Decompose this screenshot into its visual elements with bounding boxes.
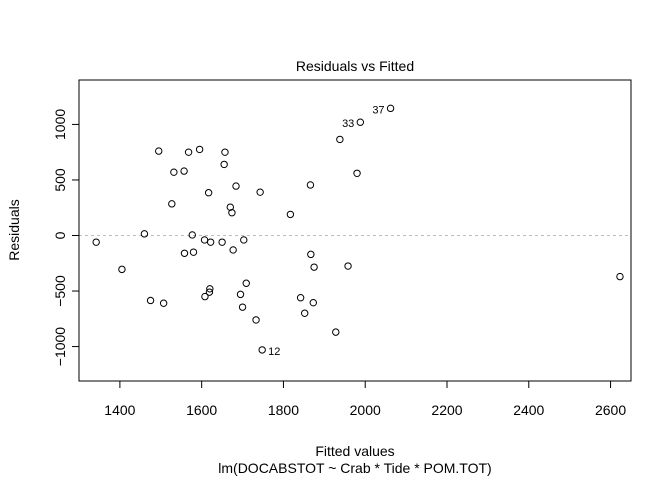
x-tick-label: 2200 xyxy=(431,402,462,418)
data-point xyxy=(200,236,209,244)
data-point xyxy=(236,290,245,299)
data-point xyxy=(220,160,228,169)
data-point xyxy=(332,328,340,336)
data-point xyxy=(201,292,209,301)
data-point xyxy=(189,248,198,256)
data-point xyxy=(229,246,237,254)
data-point xyxy=(195,145,204,154)
data-point xyxy=(146,296,155,305)
data-point xyxy=(228,209,236,217)
x-tick-label: 1800 xyxy=(268,402,299,418)
y-tick-label: 500 xyxy=(52,168,68,192)
point-label: 37 xyxy=(372,104,384,116)
data-point xyxy=(356,118,365,126)
data-point xyxy=(310,263,318,271)
data-point xyxy=(336,135,344,144)
data-point xyxy=(180,249,189,257)
data-point xyxy=(344,262,352,270)
data-point xyxy=(258,346,266,354)
data-point xyxy=(184,148,193,156)
data-point xyxy=(242,279,250,287)
y-tick-label: 1000 xyxy=(52,109,68,140)
data-point xyxy=(168,200,176,208)
data-point xyxy=(252,316,260,324)
x-axis-label: Fitted values xyxy=(315,443,394,459)
x-tick-label: 2400 xyxy=(513,402,544,418)
data-point xyxy=(301,309,309,317)
point-label: 12 xyxy=(268,346,280,358)
point-label: 33 xyxy=(342,118,354,130)
data-point xyxy=(286,210,295,219)
x-tick-label: 1600 xyxy=(186,402,217,418)
y-tick-label: 0 xyxy=(52,231,68,239)
x-tick-label: 2000 xyxy=(350,402,381,418)
data-point xyxy=(256,188,264,196)
data-point xyxy=(296,293,305,302)
y-tick-label: −500 xyxy=(52,275,68,307)
data-point xyxy=(238,303,247,311)
data-point xyxy=(309,298,317,307)
chart-subtitle: lm(DOCABSTOT ~ Crab * Tide * POM.TOT) xyxy=(218,460,491,476)
data-point xyxy=(188,231,196,239)
data-point xyxy=(206,238,215,246)
data-point xyxy=(159,299,168,307)
axes: 1400 1600 1800 2000 2200 2400 2600 −1000 −500 0 50… xyxy=(52,109,626,418)
chart-title: Residuals vs Fitted xyxy=(296,58,414,74)
y-tick-label: −1000 xyxy=(52,327,68,367)
data-point xyxy=(180,167,188,175)
data-point xyxy=(307,250,315,259)
data-points xyxy=(92,104,624,354)
data-point xyxy=(353,169,361,177)
data-point xyxy=(386,104,395,113)
data-point xyxy=(218,238,226,246)
data-point xyxy=(155,147,163,155)
data-point xyxy=(206,285,214,293)
data-point xyxy=(205,288,214,296)
data-point xyxy=(232,182,240,190)
x-tick-label: 1400 xyxy=(104,402,135,418)
plot-frame xyxy=(78,79,632,382)
data-point xyxy=(92,238,100,246)
data-point xyxy=(240,236,248,244)
point-labels: 37 33 12 xyxy=(268,104,384,358)
data-point xyxy=(170,168,178,176)
data-point xyxy=(221,148,229,156)
x-tick-label: 2600 xyxy=(595,402,626,418)
data-point xyxy=(204,189,213,197)
data-point xyxy=(118,265,126,274)
data-point xyxy=(140,230,149,238)
data-point xyxy=(616,272,624,281)
y-axis-label: Residuals xyxy=(6,199,22,260)
data-point xyxy=(306,181,315,189)
